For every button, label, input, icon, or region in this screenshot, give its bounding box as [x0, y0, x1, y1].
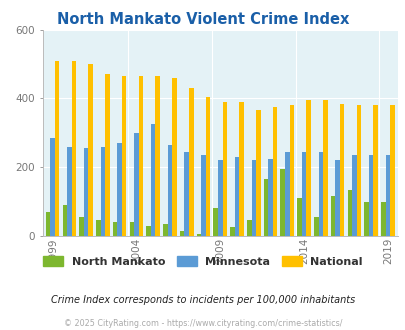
Bar [184, 152, 189, 236]
Bar [373, 105, 377, 236]
Bar [129, 222, 134, 236]
Bar [117, 143, 121, 236]
Bar [189, 88, 193, 236]
Bar [50, 138, 55, 236]
Bar [146, 226, 151, 236]
Bar [313, 217, 318, 236]
Bar [335, 160, 339, 236]
Bar [96, 220, 100, 236]
Bar [380, 202, 385, 236]
Bar [222, 102, 226, 236]
Bar [122, 76, 126, 236]
Bar [301, 152, 305, 236]
Bar [213, 209, 217, 236]
Bar [100, 147, 105, 236]
Bar [84, 148, 88, 236]
Legend: North Mankato, Minnesota, National: North Mankato, Minnesota, National [43, 255, 362, 267]
Bar [272, 107, 277, 236]
Text: North Mankato Violent Crime Index: North Mankato Violent Crime Index [57, 12, 348, 26]
Bar [239, 102, 243, 236]
Bar [318, 152, 322, 236]
Bar [256, 111, 260, 236]
Bar [155, 76, 160, 236]
Bar [284, 152, 289, 236]
Text: Crime Index corresponds to incidents per 100,000 inhabitants: Crime Index corresponds to incidents per… [51, 295, 354, 305]
Bar [172, 78, 176, 236]
Bar [322, 100, 327, 236]
Bar [280, 169, 284, 236]
Bar [389, 105, 394, 236]
Bar [234, 157, 239, 236]
Bar [305, 100, 310, 236]
Bar [55, 61, 59, 236]
Bar [201, 155, 205, 236]
Bar [356, 105, 360, 236]
Bar [268, 159, 272, 236]
Bar [246, 220, 251, 236]
Bar [296, 198, 301, 236]
Bar [289, 105, 293, 236]
Text: © 2025 CityRating.com - https://www.cityrating.com/crime-statistics/: © 2025 CityRating.com - https://www.city… [64, 319, 341, 328]
Bar [205, 97, 210, 236]
Bar [105, 74, 109, 236]
Bar [385, 155, 389, 236]
Bar [330, 196, 335, 236]
Bar [163, 224, 167, 236]
Bar [196, 234, 201, 236]
Bar [263, 179, 268, 236]
Bar [167, 145, 172, 236]
Bar [134, 133, 139, 236]
Bar [347, 189, 351, 236]
Bar [179, 231, 184, 236]
Bar [151, 124, 155, 236]
Bar [368, 155, 373, 236]
Bar [217, 160, 222, 236]
Bar [46, 212, 50, 236]
Bar [62, 205, 67, 236]
Bar [67, 147, 72, 236]
Bar [339, 104, 343, 236]
Bar [363, 202, 368, 236]
Bar [230, 227, 234, 236]
Bar [88, 64, 93, 236]
Bar [351, 155, 356, 236]
Bar [113, 222, 117, 236]
Bar [139, 76, 143, 236]
Bar [72, 61, 76, 236]
Bar [251, 160, 256, 236]
Bar [79, 217, 84, 236]
